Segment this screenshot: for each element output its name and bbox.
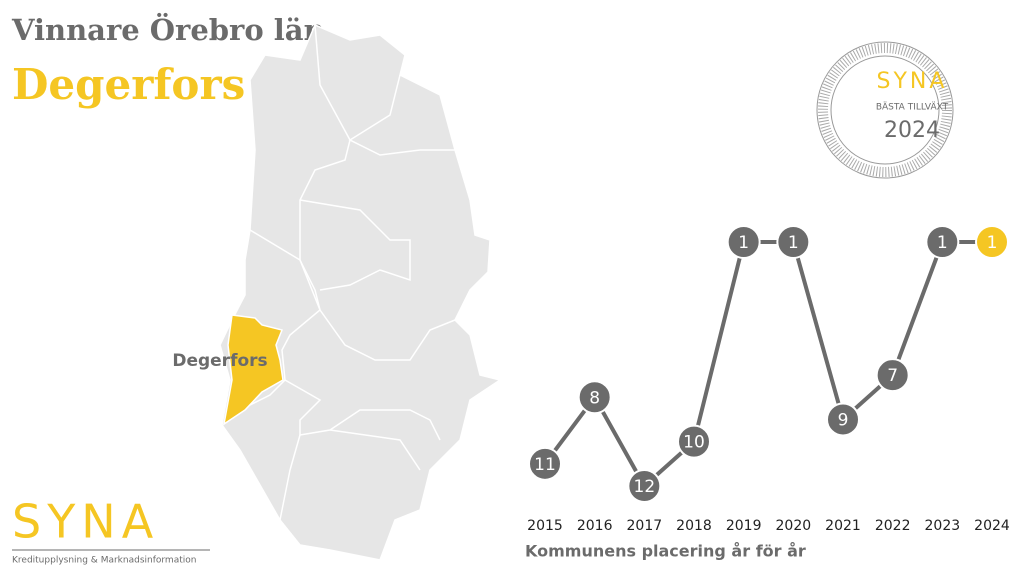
x-tick-label: 2023 [925,518,961,534]
title: Vinnare Örebro län [11,11,325,47]
x-tick-label: 2019 [726,518,762,534]
value-label: 10 [683,433,705,453]
badge-award: BÄSTA TILLVÄXT [876,102,949,113]
map [219,24,502,561]
value-label: 8 [589,388,600,408]
point [677,424,711,459]
value-label: 1 [738,233,749,253]
point [925,225,960,259]
map-label: Degerfors [172,351,267,371]
point [577,380,612,415]
logo-brand: SYNA [12,495,159,549]
value-label: 1 [937,233,948,253]
point [826,402,860,437]
value-label: 7 [887,366,898,386]
point [875,358,910,393]
value-label: 12 [634,477,656,497]
badge [816,41,954,179]
value-label: 11 [534,455,556,475]
x-tick-label: 2020 [776,518,812,534]
logo-tagline: Kreditupplysning & Marknadsinformation [12,556,196,566]
value-label: 1 [987,233,998,253]
point [726,225,761,259]
point [975,225,1009,259]
x-tick-label: 2018 [676,518,712,534]
point [528,446,562,481]
x-tick-label: 2017 [627,518,663,534]
x-axis-label: Kommunens placering år för år [525,542,806,561]
x-tick-label: 2021 [825,518,861,534]
badge-year: 2024 [884,118,940,143]
value-label: 9 [838,410,849,430]
point [776,225,811,259]
badge-brand: SYNA [877,69,948,94]
x-tick-label: 2015 [527,518,563,534]
x-tick-label: 2024 [974,518,1010,534]
x-tick-label: 2022 [875,518,911,534]
winner: Degerfors [12,60,245,109]
x-tick-label: 2016 [577,518,613,534]
line [543,240,992,490]
value-label: 1 [788,233,799,253]
point [627,469,662,503]
